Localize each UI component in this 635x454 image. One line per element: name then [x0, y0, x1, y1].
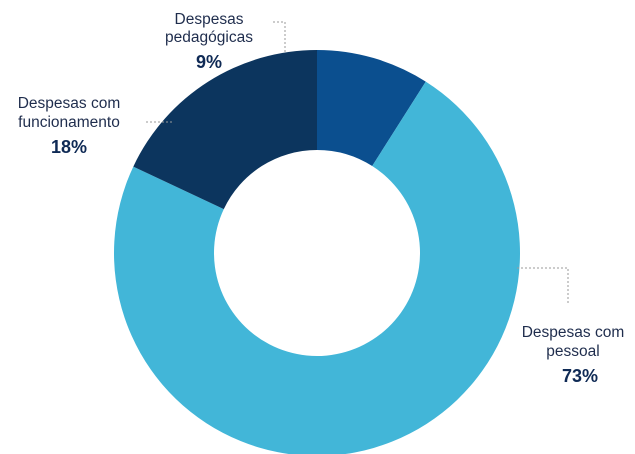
slice-label-pessoal-line1: Despesas com [522, 324, 625, 341]
slice-label-funcionamento-line1: Despesas com [18, 95, 121, 112]
slice-value-pessoal: 73% [562, 366, 598, 386]
slice-label-pessoal-line2: pessoal [546, 343, 599, 360]
slice-value-pedagogicas: 9% [196, 52, 222, 72]
slice-value-funcionamento: 18% [51, 137, 87, 157]
leader-line-pedagogicas [273, 21, 286, 52]
leader-line-pessoal [517, 267, 569, 305]
pie-slice-pedagogicas [317, 50, 426, 167]
data-label-pessoal: Despesas com pessoal 73% [522, 324, 625, 386]
pie-slice-funcionamento [133, 50, 317, 210]
slice-label-funcionamento-line2: funcionamento [18, 114, 120, 131]
donut-slices [114, 50, 520, 454]
slice-label-pedagogicas-line2: pedagógicas [165, 29, 253, 46]
slice-label-pedagogicas-line1: Despesas [175, 11, 244, 28]
data-label-funcionamento: Despesas com funcionamento 18% [18, 95, 121, 157]
data-label-pedagogicas: Despesas pedagógicas 9% [165, 11, 253, 72]
pie-slice-pessoal [114, 81, 520, 454]
leader-lines [146, 21, 569, 305]
